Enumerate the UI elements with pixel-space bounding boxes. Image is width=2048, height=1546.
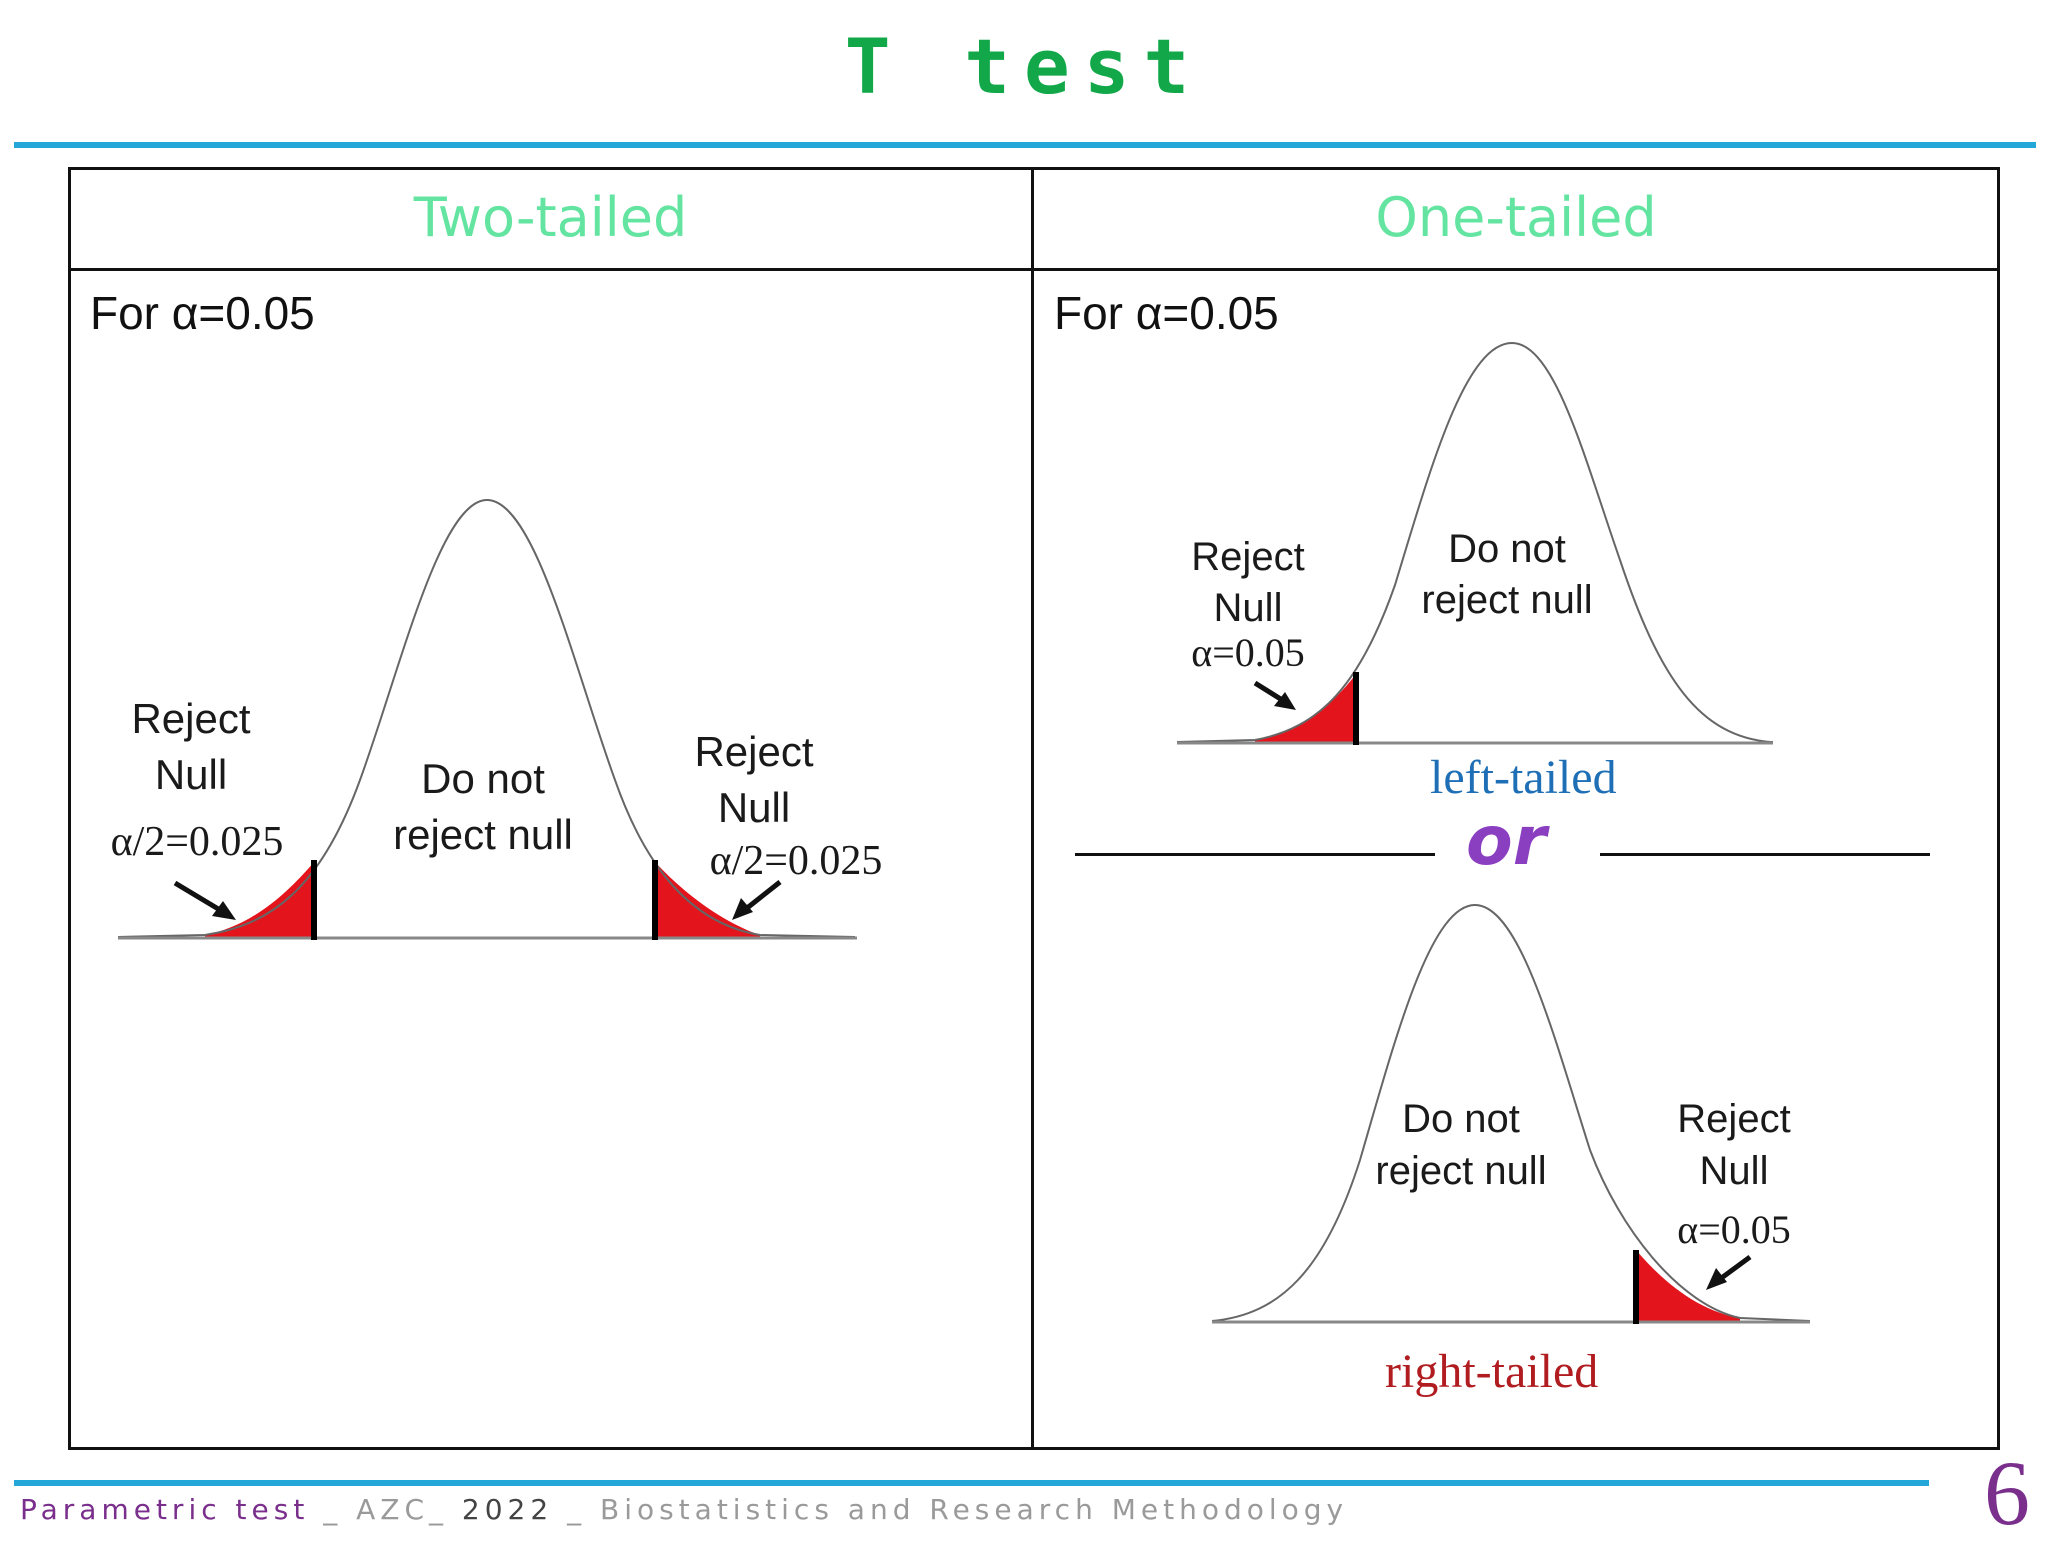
bottom-rule [14, 1480, 1929, 1486]
header-one-tailed: One-tailed [1375, 186, 1657, 249]
right-tailed-reject-line1: Reject [1677, 1097, 1790, 1141]
left-tailed-accept-line1: Do not [1448, 527, 1566, 571]
left-tailed-diagram: Reject Null α=0.05 Do not reject null [1176, 341, 1773, 745]
slide-footer: Parametric test _ AZC_ 2022 _ Biostatist… [20, 1493, 1348, 1526]
right-tailed-diagram: Do not reject null Reject Null α=0.05 [1211, 903, 1811, 1324]
right-tailed-accept-line2: reject null [1375, 1149, 1546, 1193]
right-tailed-reject-region [1636, 1250, 1740, 1322]
two-tailed-reject-region-left [205, 862, 314, 938]
right-tailed-caption: right-tailed [1385, 1345, 1599, 1398]
table-row-divider [68, 268, 2000, 271]
left-tailed-reject-line2: Null [1214, 586, 1283, 630]
footer-course-name: _ Biostatistics and Research Methodology [567, 1493, 1349, 1526]
two-tailed-curve [117, 498, 856, 938]
footer-course-topic: Parametric test [20, 1493, 310, 1526]
footer-year: 2022 [461, 1493, 554, 1526]
two-tailed-arrow-left [173, 880, 227, 916]
or-separator-line-left [1075, 853, 1435, 856]
two-tailed-reject-left-line2: Null [155, 751, 227, 798]
left-tailed-reject-line1: Reject [1191, 535, 1304, 579]
two-tailed-diagram: Reject Null α/2=0.025 Do not reject null… [111, 498, 883, 940]
left-tailed-caption: left-tailed [1430, 751, 1617, 804]
alpha-label-left: For α=0.05 [90, 287, 315, 339]
or-separator-line-right [1600, 853, 1930, 856]
right-tailed-arrowhead [1706, 1268, 1727, 1290]
left-tailed-reject-alpha: α=0.05 [1191, 630, 1305, 675]
right-tailed-accept-line1: Do not [1402, 1097, 1520, 1141]
right-tailed-reject-alpha: α=0.05 [1677, 1207, 1791, 1252]
two-tailed-accept-line1: Do not [421, 755, 545, 802]
right-tailed-curve [1211, 903, 1811, 1322]
two-tailed-reject-right-alpha: α/2=0.025 [710, 838, 883, 884]
or-separator-text: or [1466, 802, 1547, 881]
header-two-tailed: Two-tailed [413, 186, 688, 249]
slide-title: T test [844, 22, 1204, 111]
two-tailed-accept-line2: reject null [393, 811, 573, 858]
two-tailed-reject-right-line2: Null [718, 784, 790, 831]
left-tailed-arrowhead [1274, 692, 1296, 710]
right-tailed-reject-line2: Null [1700, 1149, 1769, 1193]
two-tailed-reject-right-line1: Reject [694, 728, 813, 775]
left-tailed-reject-region [1255, 674, 1356, 743]
comparison-table [68, 167, 2000, 1450]
two-tailed-reject-region-right [655, 862, 760, 938]
top-rule [14, 142, 2036, 148]
left-tailed-curve [1176, 341, 1773, 743]
alpha-label-right: For α=0.05 [1054, 287, 1279, 339]
table-column-divider [1031, 167, 1034, 1450]
two-tailed-reject-left-alpha: α/2=0.025 [111, 819, 284, 865]
page-number: 6 [1984, 1442, 2030, 1544]
two-tailed-arrowhead-left [212, 901, 236, 920]
two-tailed-arrowhead-right [732, 898, 753, 920]
footer-author: _ AZC_ [323, 1493, 448, 1526]
left-tailed-accept-line2: reject null [1421, 578, 1592, 622]
two-tailed-reject-left-line1: Reject [131, 695, 250, 742]
